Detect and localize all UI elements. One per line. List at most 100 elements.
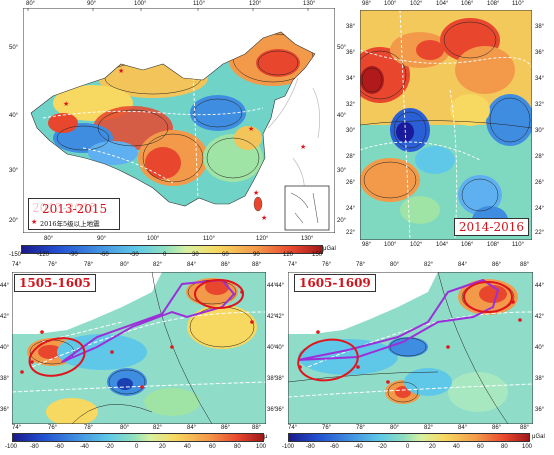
lon-tick: 78° bbox=[84, 425, 94, 431]
lat-tick: 38° bbox=[346, 24, 356, 30]
lat-tick: 36° bbox=[267, 407, 277, 413]
map-panel-2014-2016: 2014-2016 bbox=[360, 10, 532, 240]
purple-outline bbox=[297, 278, 500, 361]
colorbar-top-ticks: -150 -120 -90 -60 -30 0 30 60 90 120 150 bbox=[9, 252, 329, 260]
legend-text: 2016年5级以上地震 bbox=[40, 220, 100, 228]
lon-tick: 78° bbox=[84, 262, 94, 268]
lon-tick: 88° bbox=[252, 425, 262, 431]
lat-tick: 24° bbox=[346, 206, 356, 212]
lat-tick: 30° bbox=[337, 168, 347, 174]
cb-tick: -80 bbox=[306, 444, 315, 450]
cb-tick: 40 bbox=[184, 444, 191, 450]
colorbar-unit: μ bbox=[264, 434, 268, 440]
red-ellipse bbox=[28, 337, 86, 377]
lon-tick: 86° bbox=[492, 425, 502, 431]
lat-tick: 50° bbox=[337, 45, 347, 51]
purple-outline bbox=[61, 278, 236, 363]
cb-tick: 80 bbox=[501, 444, 508, 450]
lat-tick: 36° bbox=[535, 407, 545, 413]
lon-tick: 82° bbox=[153, 425, 163, 431]
cb-tick: 90 bbox=[253, 252, 260, 258]
lat-tick: 38° bbox=[535, 24, 545, 30]
colorbar-bottom-right bbox=[288, 433, 530, 442]
lon-tick: 86° bbox=[221, 262, 231, 268]
lon-tick: 120° bbox=[256, 236, 269, 242]
cb-tick: -40 bbox=[354, 444, 363, 450]
cb-tick: 60 bbox=[209, 444, 216, 450]
lat-tick: 40° bbox=[267, 345, 277, 351]
lon-tick: 86° bbox=[492, 262, 502, 268]
lat-tick: 36° bbox=[535, 50, 545, 56]
lon-tick: 106° bbox=[461, 242, 474, 248]
lon-tick: 108° bbox=[487, 1, 500, 7]
lon-tick: 78° bbox=[356, 425, 366, 431]
lon-tick: 86° bbox=[221, 425, 231, 431]
cb-tick: -150 bbox=[9, 252, 22, 258]
lat-tick: 50° bbox=[9, 45, 19, 51]
lon-tick: 110° bbox=[512, 1, 524, 7]
cb-tick: 120 bbox=[283, 252, 294, 258]
cb-tick: 0 bbox=[406, 444, 410, 450]
lon-tick: 110° bbox=[193, 1, 205, 7]
lon-tick: 88° bbox=[252, 262, 262, 268]
cb-tick: 100 bbox=[522, 444, 533, 450]
lat-tick: 38° bbox=[275, 376, 285, 382]
china-gravity-map bbox=[23, 8, 335, 233]
lat-tick: 22° bbox=[346, 230, 356, 236]
xinjiang-gravity-map-1 bbox=[12, 272, 266, 424]
cb-tick: 150 bbox=[312, 252, 323, 258]
lon-tick: 76° bbox=[48, 262, 58, 268]
lon-tick: 106° bbox=[461, 1, 474, 7]
cb-tick: 60 bbox=[222, 252, 229, 258]
lon-tick: 80° bbox=[44, 236, 54, 242]
colorbar-unit: μGal bbox=[323, 246, 336, 252]
lon-tick: 80° bbox=[120, 262, 130, 268]
lon-tick: 100° bbox=[384, 242, 397, 248]
lat-tick: 38° bbox=[0, 376, 10, 382]
lat-tick: 42° bbox=[267, 314, 277, 320]
cb-tick: 0 bbox=[135, 444, 139, 450]
cb-tick: -120 bbox=[37, 252, 50, 258]
lat-tick: 38° bbox=[535, 376, 545, 382]
earthquake-star: ★ bbox=[261, 215, 268, 222]
lon-tick: 120° bbox=[249, 1, 262, 7]
lon-tick: 76° bbox=[322, 425, 332, 431]
period-title: 1505-1605 bbox=[14, 274, 96, 292]
lon-tick: 82° bbox=[424, 262, 434, 268]
lon-tick: 80° bbox=[120, 425, 130, 431]
lon-tick: 130° bbox=[303, 1, 316, 7]
cb-tick: 60 bbox=[477, 444, 484, 450]
cb-tick: -100 bbox=[5, 444, 18, 450]
red-ellipse bbox=[194, 279, 244, 309]
lon-tick: 110° bbox=[512, 242, 524, 248]
lon-tick: 84° bbox=[458, 425, 468, 431]
lon-tick: 80° bbox=[26, 1, 36, 7]
cb-tick: 0 bbox=[163, 252, 167, 258]
lon-tick: 88° bbox=[520, 425, 530, 431]
lon-tick: 84° bbox=[187, 262, 197, 268]
lon-tick: 100° bbox=[147, 236, 160, 242]
lon-tick: 74° bbox=[288, 262, 298, 268]
lat-tick: 30° bbox=[346, 128, 356, 134]
red-ellipse bbox=[297, 338, 359, 382]
colorbar-top bbox=[21, 245, 323, 254]
lon-tick: 84° bbox=[458, 262, 468, 268]
lon-tick: 80° bbox=[390, 262, 400, 268]
colorbar-bottom-left bbox=[12, 433, 264, 442]
cb-tick: 30 bbox=[192, 252, 199, 258]
lon-tick: 102° bbox=[410, 1, 423, 7]
lon-tick: 90° bbox=[87, 1, 97, 7]
lat-tick: 30° bbox=[9, 168, 19, 174]
lon-tick: 88° bbox=[520, 262, 530, 268]
cb-tick: -90 bbox=[69, 252, 78, 258]
cb-tick: -60 bbox=[100, 252, 109, 258]
earthquake-star: ★ bbox=[118, 68, 125, 75]
period-title: 1605-1609 bbox=[294, 274, 376, 292]
lat-tick: 34° bbox=[535, 76, 545, 82]
map-panel-1605-1609: 1605-1609 bbox=[288, 272, 533, 424]
lon-tick: 90° bbox=[97, 236, 107, 242]
cb-tick: -60 bbox=[330, 444, 339, 450]
cb-tick: -60 bbox=[55, 444, 64, 450]
lon-tick: 82° bbox=[424, 425, 434, 431]
lon-tick: 80° bbox=[390, 425, 400, 431]
